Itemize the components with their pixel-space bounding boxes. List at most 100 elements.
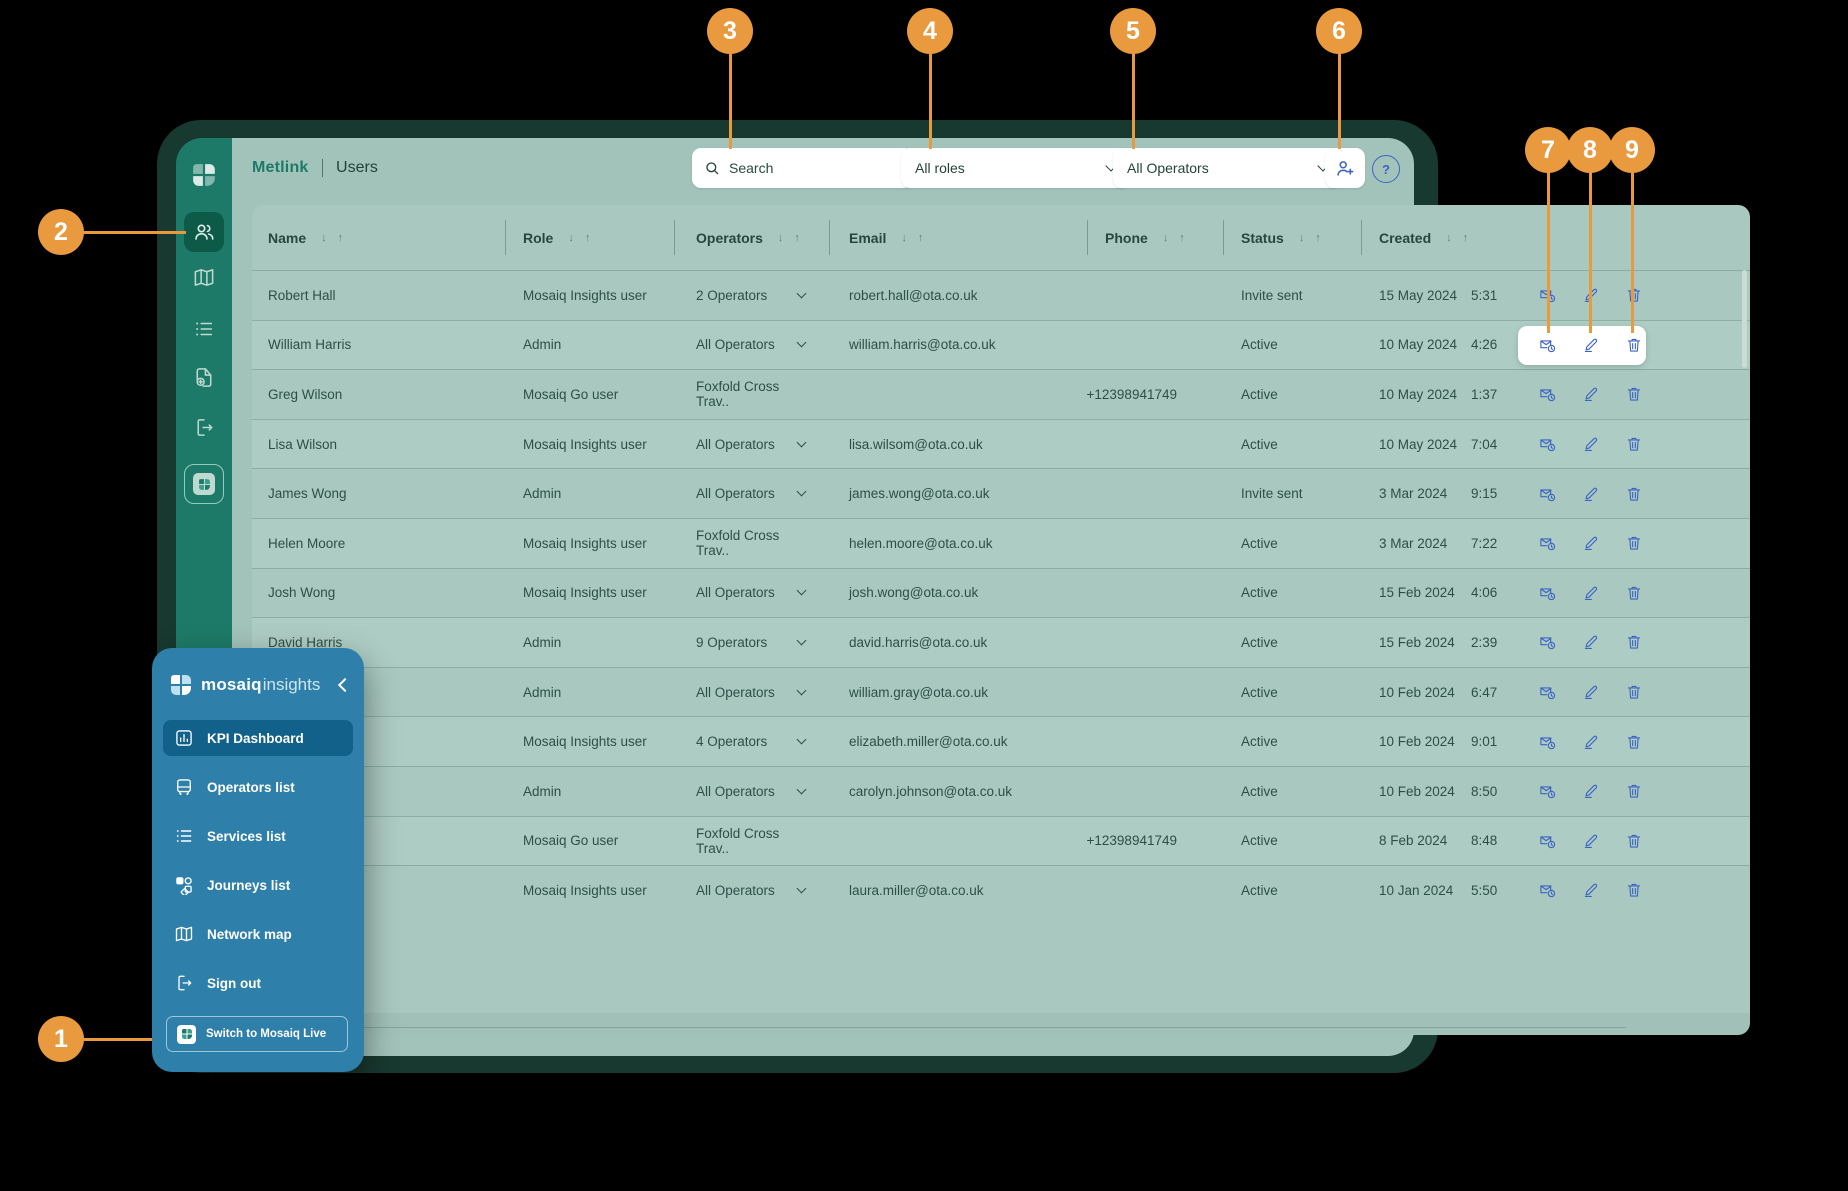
- column-header-email[interactable]: Email ↓ ↑: [829, 205, 1087, 270]
- table-row[interactable]: Admin All Operators william.gray@ota.co.…: [252, 666, 1750, 717]
- switch-to-mosaiq-live-button[interactable]: Switch to Mosaiq Live: [166, 1016, 348, 1052]
- resend-invite-icon[interactable]: [1539, 683, 1557, 701]
- table-row[interactable]: Lisa Wilson Mosaiq Insights user All Ope…: [252, 418, 1750, 469]
- delete-icon[interactable]: [1625, 683, 1643, 701]
- operators-expand-chevron-icon[interactable]: [796, 883, 807, 894]
- edit-icon[interactable]: [1582, 534, 1600, 552]
- table-row[interactable]: Greg Wilson Mosaiq Go user Foxfold Cross…: [252, 369, 1750, 419]
- edit-icon[interactable]: [1582, 336, 1600, 354]
- resend-invite-icon[interactable]: [1539, 881, 1557, 899]
- table-row[interactable]: David Harris Admin 9 Operators david.har…: [252, 617, 1750, 667]
- sort-desc-icon[interactable]: ↓: [901, 231, 907, 244]
- edit-icon[interactable]: [1582, 485, 1600, 503]
- sidebar-item-network-map[interactable]: [193, 266, 216, 289]
- edit-icon[interactable]: [1582, 683, 1600, 701]
- roles-filter-dropdown[interactable]: All roles: [901, 148, 1129, 188]
- sort-asc-icon[interactable]: ↑: [1179, 231, 1185, 244]
- delete-icon[interactable]: [1625, 435, 1643, 453]
- resend-invite-icon[interactable]: [1539, 733, 1557, 751]
- search-input[interactable]: Search: [692, 148, 913, 188]
- delete-icon[interactable]: [1625, 733, 1643, 751]
- edit-icon[interactable]: [1582, 782, 1600, 800]
- sort-desc-icon[interactable]: ↓: [321, 231, 327, 244]
- menu-item-services-list[interactable]: Services list: [163, 818, 353, 854]
- sidebar-item-users[interactable]: [184, 212, 224, 252]
- menu-item-operators-list[interactable]: Operators list: [163, 769, 353, 805]
- resend-invite-icon[interactable]: [1539, 633, 1557, 651]
- help-button[interactable]: ?: [1372, 155, 1400, 183]
- delete-icon[interactable]: [1625, 485, 1643, 503]
- sort-desc-icon[interactable]: ↓: [1446, 231, 1452, 244]
- table-row[interactable]: Mosaiq Go user Foxfold Cross Trav.. +123…: [252, 815, 1750, 866]
- vertical-scrollbar[interactable]: [1742, 270, 1747, 368]
- column-header-created[interactable]: Created ↓ ↑: [1361, 205, 1531, 270]
- edit-icon[interactable]: [1582, 385, 1600, 403]
- sidebar-item-switch-app[interactable]: [184, 464, 224, 504]
- table-row[interactable]: Helen Moore Mosaiq Insights user Foxfold…: [252, 517, 1750, 568]
- menu-item-journeys-list[interactable]: Journeys list: [163, 867, 353, 903]
- resend-invite-icon[interactable]: [1539, 534, 1557, 552]
- resend-invite-icon[interactable]: [1539, 435, 1557, 453]
- column-header-name[interactable]: Name ↓ ↑: [268, 229, 344, 246]
- resend-invite-icon[interactable]: [1539, 584, 1557, 602]
- delete-icon[interactable]: [1625, 881, 1643, 899]
- sidebar-item-sign-out[interactable]: [193, 416, 216, 439]
- sidebar-item-reports[interactable]: [193, 366, 216, 389]
- edit-icon[interactable]: [1582, 584, 1600, 602]
- collapse-sidebar-chevron-icon[interactable]: [337, 677, 353, 693]
- resend-invite-icon[interactable]: [1539, 485, 1557, 503]
- operators-expand-chevron-icon[interactable]: [796, 784, 807, 795]
- sort-asc-icon[interactable]: ↑: [917, 231, 924, 244]
- sort-desc-icon[interactable]: ↓: [1298, 231, 1305, 244]
- sort-asc-icon[interactable]: ↑: [337, 231, 344, 244]
- add-user-button[interactable]: [1325, 148, 1365, 188]
- operators-expand-chevron-icon[interactable]: [796, 635, 807, 646]
- sort-asc-icon[interactable]: ↑: [1315, 231, 1321, 244]
- sort-asc-icon[interactable]: ↑: [794, 231, 800, 244]
- edit-icon[interactable]: [1582, 881, 1600, 899]
- operators-expand-chevron-icon[interactable]: [796, 288, 807, 299]
- delete-icon[interactable]: [1625, 584, 1643, 602]
- menu-item-kpi-dashboard[interactable]: KPI Dashboard: [163, 720, 353, 756]
- operators-expand-chevron-icon[interactable]: [796, 337, 807, 348]
- delete-icon[interactable]: [1625, 832, 1643, 850]
- column-header-role[interactable]: Role ↓ ↑: [505, 205, 674, 270]
- sort-desc-icon[interactable]: ↓: [1162, 231, 1169, 244]
- sort-asc-icon[interactable]: ↑: [584, 231, 591, 244]
- table-row[interactable]: Mosaiq Insights user 4 Operators elizabe…: [252, 716, 1750, 766]
- table-row[interactable]: Admin All Operators carolyn.johnson@ota.…: [252, 765, 1750, 816]
- delete-icon[interactable]: [1625, 782, 1643, 800]
- edit-icon[interactable]: [1582, 633, 1600, 651]
- operators-expand-chevron-icon[interactable]: [796, 685, 807, 695]
- operators-expand-chevron-icon[interactable]: [796, 734, 807, 745]
- menu-item-sign-out[interactable]: Sign out: [163, 965, 353, 1001]
- sort-desc-icon[interactable]: ↓: [568, 231, 574, 244]
- sort-desc-icon[interactable]: ↓: [777, 231, 784, 244]
- delete-icon[interactable]: [1625, 633, 1643, 651]
- operators-expand-chevron-icon[interactable]: [796, 585, 807, 596]
- table-row[interactable]: Josh Wong Mosaiq Insights user All Opera…: [252, 567, 1750, 618]
- resend-invite-icon[interactable]: [1539, 832, 1557, 850]
- edit-icon[interactable]: [1582, 435, 1600, 453]
- delete-icon[interactable]: [1625, 385, 1643, 403]
- table-row[interactable]: Mosaiq Insights user All Operators laura…: [252, 865, 1750, 915]
- column-header-status[interactable]: Status ↓ ↑: [1223, 205, 1361, 270]
- table-row[interactable]: William Harris Admin All Operators willi…: [252, 319, 1750, 370]
- table-row[interactable]: Robert Hall Mosaiq Insights user 2 Opera…: [252, 270, 1750, 320]
- resend-invite-icon[interactable]: [1539, 782, 1557, 800]
- sort-asc-icon[interactable]: ↑: [1462, 231, 1469, 244]
- column-header-phone[interactable]: Phone ↓ ↑: [1087, 205, 1223, 270]
- edit-icon[interactable]: [1582, 832, 1600, 850]
- sidebar-item-services-list[interactable]: [193, 318, 215, 340]
- operators-expand-chevron-icon[interactable]: [796, 437, 807, 448]
- delete-icon[interactable]: [1625, 534, 1643, 552]
- menu-item-network-map[interactable]: Network map: [163, 916, 353, 952]
- delete-icon[interactable]: [1625, 336, 1643, 354]
- operators-filter-dropdown[interactable]: All Operators: [1113, 148, 1341, 188]
- edit-icon[interactable]: [1582, 733, 1600, 751]
- resend-invite-icon[interactable]: [1539, 336, 1557, 354]
- table-row[interactable]: James Wong Admin All Operators james.won…: [252, 468, 1750, 518]
- delete-icon[interactable]: [1625, 286, 1643, 304]
- column-header-operators[interactable]: Operators ↓ ↑: [674, 205, 829, 270]
- resend-invite-icon[interactable]: [1539, 385, 1557, 403]
